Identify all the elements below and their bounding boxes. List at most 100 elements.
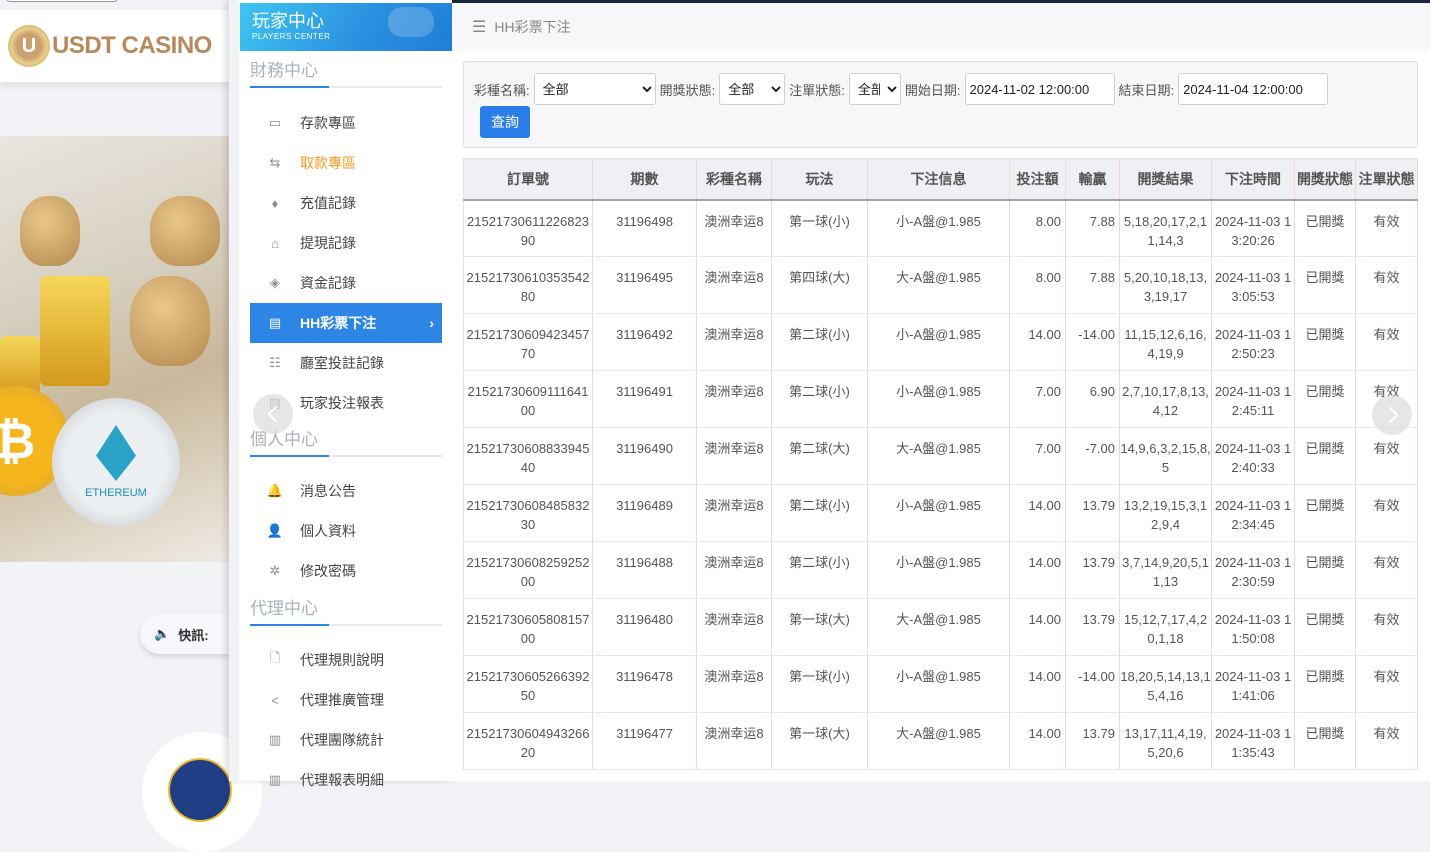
table-cell: 14.00 bbox=[1009, 313, 1066, 371]
gear-icon: ✲ bbox=[269, 563, 281, 578]
column-header[interactable]: 彩種名稱 bbox=[696, 158, 772, 201]
query-button[interactable]: 查詢 bbox=[480, 106, 530, 138]
sidebar-item[interactable]: ▭ 存款專區 bbox=[250, 103, 442, 143]
sidebar-item[interactable]: 👤 個人資料 bbox=[250, 511, 442, 551]
list-icon: ☷ bbox=[269, 355, 281, 370]
table-cell: 2024-11-03 13:05:53 bbox=[1211, 256, 1295, 314]
sidebar-item-label: 取款專區 bbox=[300, 155, 356, 171]
table-cell: 2152173060848583230 bbox=[463, 484, 593, 542]
table-cell: 第一球(大) bbox=[771, 598, 868, 656]
book-icon: ▥ bbox=[268, 732, 282, 747]
carousel-next-button[interactable] bbox=[1372, 395, 1412, 435]
sidebar-item[interactable]: ⌂ 提現記錄 bbox=[250, 223, 442, 263]
carousel-prev-button[interactable] bbox=[253, 394, 293, 434]
sidebar-item[interactable]: 🗋 代理規則說明 bbox=[250, 640, 442, 680]
table-cell: 已開獎 bbox=[1294, 655, 1356, 713]
sidebar-item[interactable]: ▥ 代理團隊統計 bbox=[250, 720, 442, 760]
order-status-label: 注單狀態: bbox=[789, 82, 845, 98]
table-cell: 已開獎 bbox=[1294, 313, 1356, 371]
table-cell: 大-A盤@1.985 bbox=[867, 427, 1010, 485]
sidebar-item[interactable]: < 代理推廣管理 bbox=[250, 680, 442, 720]
table-cell: 有效 bbox=[1355, 484, 1418, 542]
share-icon: < bbox=[271, 692, 279, 708]
table-cell: 13,2,19,15,3,12,9,4 bbox=[1119, 484, 1212, 542]
draw-status-label: 開獎狀態: bbox=[659, 82, 716, 98]
menu-icon[interactable]: ☰ bbox=[472, 19, 487, 36]
table-cell: 2152173060825925200 bbox=[463, 541, 593, 599]
sidebar-item[interactable]: ◈ 資金記錄 bbox=[250, 263, 442, 303]
table-row: 2152173060580815700 31196480 澳洲幸运8 第一球(大) 大-… bbox=[463, 598, 1418, 656]
table-cell: 有效 bbox=[1355, 541, 1418, 599]
panel-title: 玩家中心 bbox=[252, 11, 324, 31]
table-cell: 澳洲幸运8 bbox=[696, 484, 772, 542]
sidebar-item-label: HH彩票下注 bbox=[300, 315, 377, 331]
top-border bbox=[240, 0, 1430, 3]
promo-banner[interactable]: ₿ ETHEREUM bbox=[0, 136, 240, 562]
table-cell: 13.79 bbox=[1065, 541, 1120, 599]
table-cell: 14,9,6,3,2,15,8,5 bbox=[1119, 427, 1212, 485]
table-cell: 5,20,10,18,13,3,19,17 bbox=[1119, 256, 1212, 314]
table-cell: 31196498 bbox=[592, 199, 697, 257]
draw-status-select[interactable]: 全部 bbox=[719, 73, 786, 105]
table-cell: 澳洲幸运8 bbox=[696, 541, 772, 599]
table-cell: 澳洲幸运8 bbox=[696, 427, 772, 485]
table-cell: 第二球(小) bbox=[771, 541, 868, 599]
news-label: 快訊: bbox=[178, 627, 209, 643]
table-cell: 14.00 bbox=[1009, 655, 1066, 713]
table-cell: 31196491 bbox=[592, 370, 697, 428]
sidebar-item-label: 代理團隊統計 bbox=[300, 732, 384, 748]
table-row: 2152173061122682390 31196498 澳洲幸运8 第一球(小) 小-… bbox=[463, 199, 1418, 257]
lottery-select[interactable]: 全部 bbox=[533, 73, 656, 105]
column-header[interactable]: 玩法 bbox=[771, 158, 868, 201]
table-row: 2152173060911164100 31196491 澳洲幸运8 第二球(小) 小-… bbox=[463, 370, 1418, 428]
table-cell: 第二球(小) bbox=[771, 313, 868, 371]
table-cell: 有效 bbox=[1355, 256, 1418, 314]
column-header[interactable]: 注單狀態 bbox=[1355, 158, 1418, 201]
column-header[interactable]: 訂單號 bbox=[463, 158, 593, 201]
badge-icon bbox=[168, 758, 232, 822]
sidebar-item[interactable]: 🔔 消息公告 bbox=[250, 471, 442, 511]
start-date-label: 開始日期: bbox=[904, 82, 961, 98]
casino-logo[interactable]: U USDT CASINO bbox=[0, 10, 240, 82]
table-cell: 8.00 bbox=[1009, 199, 1066, 257]
sidebar-item[interactable]: ♦ 充值記錄 bbox=[250, 183, 442, 223]
sidebar-item-label: 玩家投注報表 bbox=[300, 395, 384, 411]
sidebar-item[interactable]: ⇆ 取款專區 bbox=[250, 143, 442, 183]
table-cell: 有效 bbox=[1355, 199, 1418, 257]
table-cell: -14.00 bbox=[1065, 655, 1120, 713]
table-cell: 31196490 bbox=[592, 427, 697, 485]
start-date-input[interactable] bbox=[964, 73, 1115, 105]
speaker-icon: 🔈 bbox=[154, 626, 171, 641]
column-header[interactable]: 下注時間 bbox=[1211, 158, 1295, 201]
withdraw-record-icon: ⌂ bbox=[271, 235, 279, 251]
table-cell: 31196489 bbox=[592, 484, 697, 542]
sidebar-item[interactable]: ▥ 代理報表明細 bbox=[250, 760, 442, 800]
column-header[interactable]: 開獎結果 bbox=[1119, 158, 1212, 201]
sidebar-item[interactable]: ☷ 廳室投註記錄 bbox=[250, 343, 442, 383]
sidebar-item-label: 提現記錄 bbox=[300, 235, 356, 251]
sidebar-item[interactable]: ✲ 修改密碼 bbox=[250, 551, 442, 591]
column-header[interactable]: 開獎狀態 bbox=[1294, 158, 1356, 201]
top-button[interactable] bbox=[6, 0, 118, 2]
funds-icon: ◈ bbox=[270, 275, 280, 290]
order-status-select[interactable]: 全部 bbox=[848, 73, 901, 105]
table-cell: 大-A盤@1.985 bbox=[867, 256, 1010, 314]
table-cell: 澳洲幸运8 bbox=[696, 199, 772, 257]
section-title: 代理中心 bbox=[250, 594, 442, 626]
gamepad-icon bbox=[388, 7, 434, 37]
column-header[interactable]: 輸贏 bbox=[1065, 158, 1120, 201]
column-header[interactable]: 下注信息 bbox=[867, 158, 1010, 201]
logo-coin-icon: U bbox=[8, 25, 50, 67]
column-header[interactable]: 投注額 bbox=[1009, 158, 1066, 201]
column-header[interactable]: 期數 bbox=[592, 158, 697, 201]
section-title: 個人中心 bbox=[250, 425, 442, 457]
end-date-input[interactable] bbox=[1178, 73, 1329, 105]
table-cell: 14.00 bbox=[1009, 484, 1066, 542]
table-cell: 已開獎 bbox=[1294, 427, 1356, 485]
table-cell: 小-A盤@1.985 bbox=[867, 484, 1010, 542]
table-cell: 有效 bbox=[1355, 655, 1418, 713]
sidebar-item[interactable]: ▤ HH彩票下注 › bbox=[250, 303, 442, 343]
table-cell: 第一球(大) bbox=[771, 712, 868, 770]
table-cell: 第一球(小) bbox=[771, 655, 868, 713]
table-cell: 14.00 bbox=[1009, 598, 1066, 656]
